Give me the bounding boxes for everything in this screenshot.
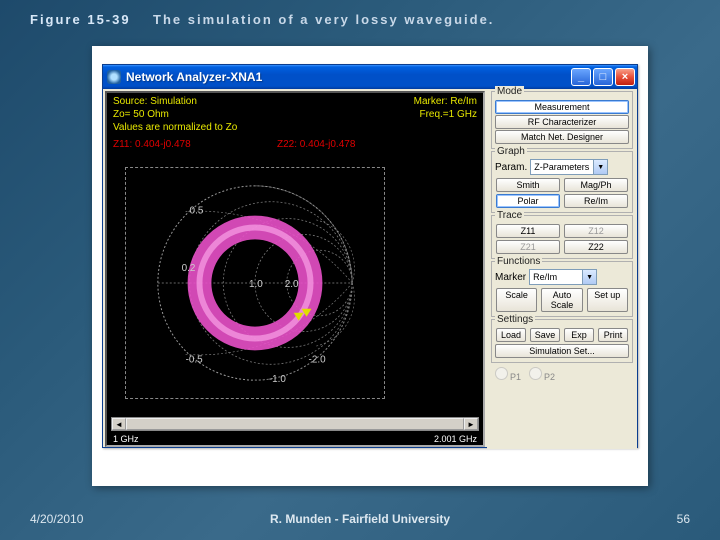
z22-label: Z22: 0.404-j0.478 — [277, 139, 355, 150]
measurement-button[interactable]: Measurement — [495, 100, 629, 114]
functions-title: Functions — [495, 256, 542, 267]
graph-area: Source: Simulation Marker: Re/Im Zo= 50 … — [105, 91, 485, 447]
save-button[interactable]: Save — [530, 328, 560, 342]
p2-radio-input[interactable] — [529, 367, 542, 380]
app-icon — [107, 70, 121, 84]
settings-title: Settings — [495, 314, 535, 325]
param-label: Param. — [495, 162, 527, 173]
scroll-track[interactable] — [126, 418, 464, 430]
freq-end-label: 2.001 GHz — [434, 434, 477, 444]
trace-group: Trace Z11 Z12 Z21 Z22 — [491, 215, 633, 259]
graph-title: Graph — [495, 146, 527, 157]
chevron-down-icon: ▼ — [593, 160, 607, 174]
settings-group: Settings Load Save Exp Print Simulation … — [491, 319, 633, 363]
marker-func-label: Marker — [495, 272, 526, 283]
p1-radio-input[interactable] — [495, 367, 508, 380]
freq-scrollbar[interactable]: ◄ ► — [111, 417, 479, 431]
mode-group: Mode Measurement RF Characterizer Match … — [491, 91, 633, 149]
marker-value: Re/Im — [533, 272, 582, 282]
smith-chart: 0.5 0.2 1.0 2.0 -0.5 -1.0 -2.0 — [125, 167, 385, 399]
app-window: Network Analyzer-XNA1 _ □ × Source: Simu… — [102, 64, 638, 448]
smith-button[interactable]: Smith — [496, 178, 560, 192]
svg-text:1.0: 1.0 — [249, 279, 263, 290]
z11-label: Z11: 0.404-j0.478 — [113, 139, 191, 150]
figure-number: Figure 15-39 — [30, 12, 131, 27]
scroll-right-button[interactable]: ► — [464, 418, 478, 430]
trace-title: Trace — [495, 210, 524, 221]
z12-button[interactable]: Z12 — [564, 224, 628, 238]
z22-button[interactable]: Z22 — [564, 240, 628, 254]
slide-author: R. Munden - Fairfield University — [270, 512, 450, 526]
magph-button[interactable]: Mag/Ph — [564, 178, 628, 192]
close-button[interactable]: × — [615, 68, 635, 86]
figure-text: The simulation of a very lossy waveguide… — [153, 12, 494, 27]
smith-svg: 0.5 0.2 1.0 2.0 -0.5 -1.0 -2.0 — [126, 168, 384, 398]
svg-text:0.5: 0.5 — [190, 206, 204, 217]
titlebar[interactable]: Network Analyzer-XNA1 _ □ × — [103, 65, 637, 89]
freq-label: Freq.=1 GHz — [419, 109, 477, 120]
client-area: Source: Simulation Marker: Re/Im Zo= 50 … — [103, 89, 637, 449]
scale-button[interactable]: Scale — [496, 288, 537, 312]
simulation-set-button[interactable]: Simulation Set... — [495, 344, 629, 358]
z11-button[interactable]: Z11 — [496, 224, 560, 238]
p1-radio[interactable]: P1 — [495, 367, 521, 382]
scroll-thumb[interactable] — [126, 418, 464, 430]
slide-date: 4/20/2010 — [30, 512, 83, 526]
port-radios: P1 P2 — [491, 365, 633, 384]
polar-button[interactable]: Polar — [496, 194, 560, 208]
svg-text:0.2: 0.2 — [182, 263, 196, 274]
maximize-button[interactable]: □ — [593, 68, 613, 86]
print-button[interactable]: Print — [598, 328, 628, 342]
mode-title: Mode — [495, 86, 524, 97]
chevron-down-icon: ▼ — [582, 270, 596, 284]
z21-button[interactable]: Z21 — [496, 240, 560, 254]
exp-button[interactable]: Exp — [564, 328, 594, 342]
rf-characterizer-button[interactable]: RF Characterizer — [495, 115, 629, 129]
minimize-button[interactable]: _ — [571, 68, 591, 86]
functions-group: Functions Marker Re/Im ▼ Scale Auto Scal… — [491, 261, 633, 317]
param-value: Z-Parameters — [534, 162, 593, 172]
svg-text:-2.0: -2.0 — [309, 354, 327, 365]
svg-text:2.0: 2.0 — [285, 279, 299, 290]
p2-radio[interactable]: P2 — [529, 367, 555, 382]
load-button[interactable]: Load — [496, 328, 526, 342]
zo-label: Zo= 50 Ohm — [113, 109, 169, 120]
window-title: Network Analyzer-XNA1 — [126, 70, 569, 84]
graph-group: Graph Param. Z-Parameters ▼ Smith Mag/Ph — [491, 151, 633, 213]
norm-label: Values are normalized to Zo — [113, 122, 237, 133]
param-combo[interactable]: Z-Parameters ▼ — [530, 159, 608, 175]
svg-text:-0.5: -0.5 — [186, 354, 204, 365]
match-net-button[interactable]: Match Net. Designer — [495, 130, 629, 144]
setup-button[interactable]: Set up — [587, 288, 628, 312]
svg-text:-1.0: -1.0 — [269, 374, 287, 385]
screenshot-container: Network Analyzer-XNA1 _ □ × Source: Simu… — [92, 46, 648, 486]
figure-caption: Figure 15-39 The simulation of a very lo… — [30, 12, 494, 27]
scroll-left-button[interactable]: ◄ — [112, 418, 126, 430]
reim-button[interactable]: Re/Im — [564, 194, 628, 208]
marker-combo[interactable]: Re/Im ▼ — [529, 269, 597, 285]
freq-start-label: 1 GHz — [113, 434, 139, 444]
source-label: Source: Simulation — [113, 96, 197, 107]
marker-label: Marker: Re/Im — [414, 96, 477, 107]
autoscale-button[interactable]: Auto Scale — [541, 288, 582, 312]
side-panel: Mode Measurement RF Characterizer Match … — [487, 89, 637, 449]
slide-page-number: 56 — [677, 512, 690, 526]
